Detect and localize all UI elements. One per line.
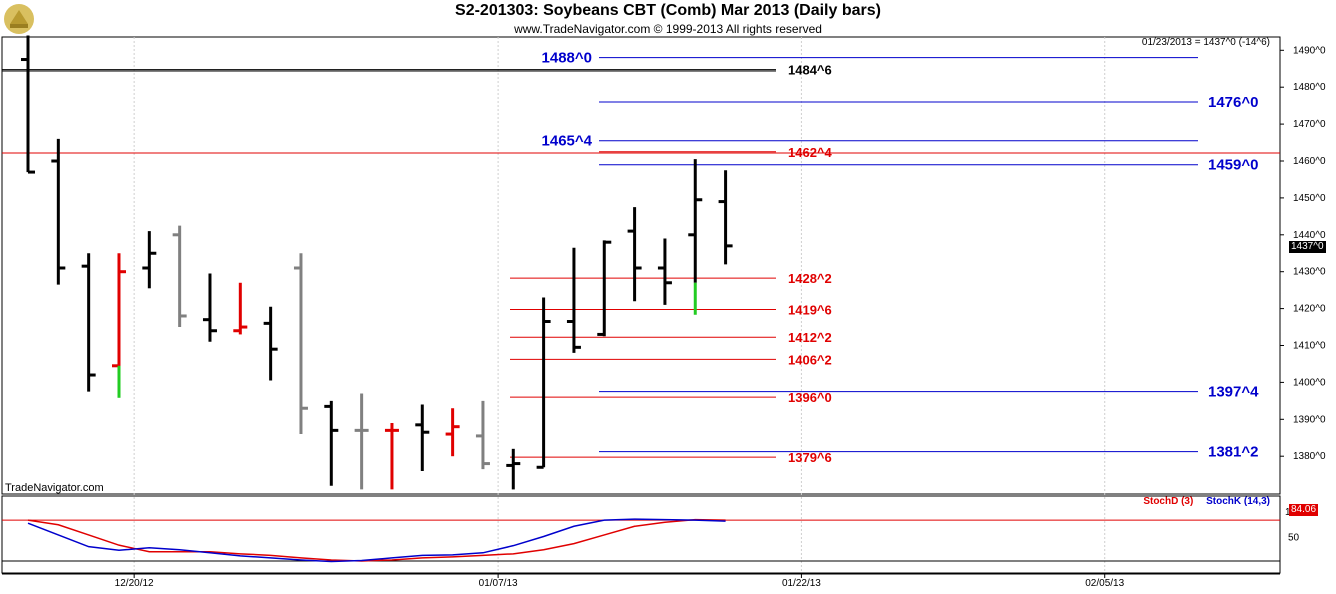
y-tick-label: 1450^0 <box>1293 193 1326 204</box>
level-label: 1381^2 <box>1208 444 1258 461</box>
tradenavigator-logo-icon <box>2 2 36 36</box>
level-label: 1428^2 <box>788 271 832 286</box>
stoch-value-tag: 84.06 <box>1289 504 1319 516</box>
level-label: 1488^0 <box>542 50 592 67</box>
level-label: 1484^6 <box>788 63 832 78</box>
stoch-k-legend: StochK (14,3) <box>1206 496 1270 507</box>
level-label: 1476^0 <box>1208 94 1258 111</box>
y-tick-label: 1420^0 <box>1293 304 1326 315</box>
date-price-readout: 01/23/2013 = 1437^0 (-14^6) <box>1141 37 1270 48</box>
stoch-panel-frame <box>1 495 1281 574</box>
y-tick-label: 1490^0 <box>1293 45 1326 56</box>
stoch-y-label: 50 <box>1288 533 1300 544</box>
level-label: 1465^4 <box>542 133 593 150</box>
y-tick-label: 1410^0 <box>1293 341 1326 352</box>
y-tick-label: 1400^0 <box>1293 377 1326 388</box>
stoch-k-series <box>27 518 726 563</box>
watermark-text: TradeNavigator.com <box>5 482 104 494</box>
x-tick-label: 01/07/13 <box>479 578 518 589</box>
y-tick-label: 1480^0 <box>1293 82 1326 93</box>
copyright-text: www.TradeNavigator.com © 1999-2013 All r… <box>514 22 822 36</box>
y-tick-label: 1380^0 <box>1293 451 1326 462</box>
level-label: 1406^2 <box>788 352 832 367</box>
x-tick-label: 01/22/13 <box>782 578 821 589</box>
level-label: 1462^4 <box>788 145 833 160</box>
level-label: 1419^6 <box>788 303 832 318</box>
stoch-d-legend: StochD (3) <box>1143 496 1194 507</box>
x-tick-label: 12/20/12 <box>115 578 154 589</box>
x-tick-label: 02/05/13 <box>1085 578 1124 589</box>
chart-header: S2-201303: Soybeans CBT (Comb) Mar 2013 … <box>0 0 1336 37</box>
y-tick-label: 1470^0 <box>1293 119 1326 130</box>
level-label: 1379^6 <box>788 450 832 465</box>
y-tick-label: 1430^0 <box>1293 267 1326 278</box>
y-tick-label: 1460^0 <box>1293 156 1326 167</box>
level-label: 1396^0 <box>788 390 832 405</box>
last-price-tag: 1437^0 <box>1289 241 1326 253</box>
stoch-d-series <box>27 518 726 562</box>
stoch-legend: StochD (3) StochK (14,3) <box>1100 496 1270 507</box>
level-label: 1397^4 <box>1208 384 1259 401</box>
y-tick-label: 1440^0 <box>1293 230 1326 241</box>
level-label: 1459^0 <box>1208 157 1258 174</box>
chart-title: S2-201303: Soybeans CBT (Comb) Mar 2013 … <box>455 2 881 19</box>
y-tick-label: 1390^0 <box>1293 414 1326 425</box>
level-label: 1412^2 <box>788 330 832 345</box>
price-panel-frame <box>1 36 1281 495</box>
